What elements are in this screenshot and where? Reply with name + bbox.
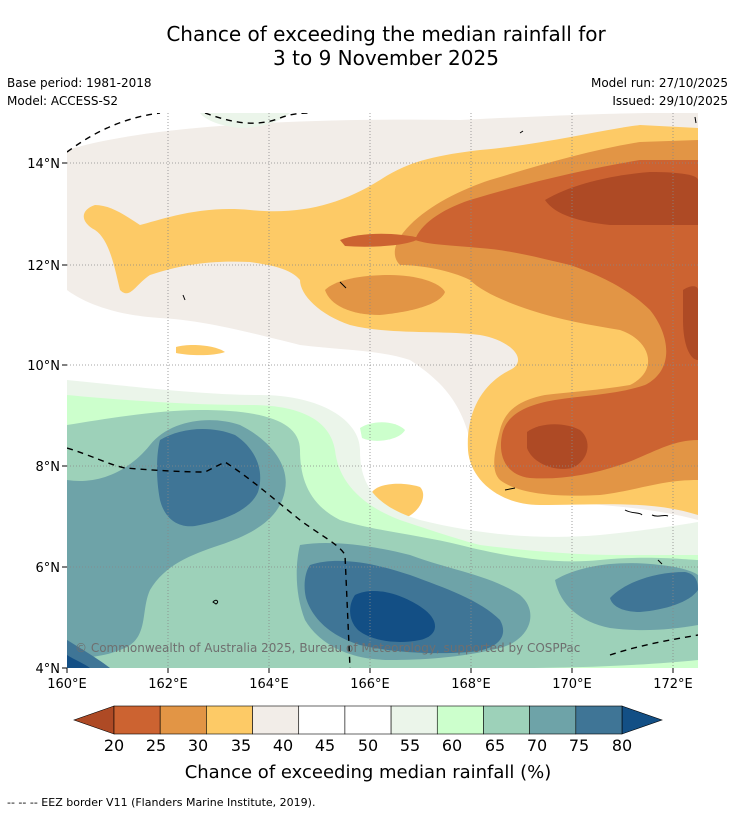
band-60-65-small — [360, 422, 405, 441]
issued-date: Issued: 29/10/2025 — [612, 94, 728, 108]
band-75-80-c — [610, 572, 698, 612]
colorbar-segment — [159, 705, 207, 735]
colorbar-high-extend — [621, 705, 663, 735]
colorbar-segment — [390, 705, 438, 735]
colorbar-tick: 65 — [484, 736, 506, 755]
title-line-2: 3 to 9 November 2025 — [273, 46, 499, 70]
islands — [182, 116, 697, 605]
lon-label-162e: 162°E — [148, 677, 188, 692]
band-75-80 — [157, 428, 261, 527]
eez-legend-note: -- -- -- EEZ border V11 (Flanders Marine… — [7, 796, 316, 809]
band-20-25-c — [527, 424, 588, 469]
colorbar-tick: 70 — [526, 736, 548, 755]
band-20-25 — [545, 172, 698, 225]
band-30-35-small — [325, 275, 445, 315]
colorbar-segment — [344, 705, 392, 735]
colorbar-segment — [575, 705, 623, 735]
base-period: Base period: 1981-2018 — [7, 76, 152, 90]
colorbar-tick: 25 — [145, 736, 167, 755]
colorbar-segment — [436, 705, 484, 735]
lat-label-10n: 10°N — [27, 359, 60, 374]
meta-right: Model run: 27/10/2025 Issued: 29/10/2025 — [591, 74, 728, 110]
colorbar-tick: 50 — [357, 736, 379, 755]
lat-label-14n: 14°N — [27, 157, 60, 172]
colorbar-tick: 55 — [399, 736, 421, 755]
band-55-60-top — [200, 113, 290, 128]
colorbar-segment — [252, 705, 300, 735]
colorbar — [73, 705, 663, 735]
colorbar-segment — [483, 705, 530, 735]
band-above-80 — [350, 590, 436, 642]
lat-label-4n: 4°N — [36, 662, 61, 677]
colorbar-segment — [113, 705, 161, 735]
meta-left: Base period: 1981-2018 Model: ACCESS-S2 — [7, 74, 152, 110]
map-plot-area — [67, 113, 698, 668]
lat-label-8n: 8°N — [36, 460, 61, 475]
colorbar-tick: 35 — [230, 736, 252, 755]
lon-label-160e: 160°E — [47, 677, 87, 692]
colorbar-title: Chance of exceeding median rainfall (%) — [184, 762, 552, 783]
lat-label-12n: 12°N — [27, 259, 60, 274]
lon-label-170e: 170°E — [552, 677, 592, 692]
colorbar-tick: 30 — [187, 736, 209, 755]
colorbar-tick: 75 — [568, 736, 590, 755]
lon-label-166e: 166°E — [350, 677, 390, 692]
band-20-25-b — [683, 286, 698, 360]
colorbar-tick: 40 — [272, 736, 294, 755]
band-25-30-small — [340, 233, 420, 247]
tick-marks — [62, 162, 674, 673]
lat-label-6n: 6°N — [36, 561, 61, 576]
gridlines — [67, 113, 698, 668]
colorbar-segment — [529, 705, 577, 735]
colorbar-tick: 20 — [103, 736, 125, 755]
title-line-1: Chance of exceeding the median rainfall … — [166, 22, 606, 46]
copyright-notice: © Commonwealth of Australia 2025, Bureau… — [75, 641, 581, 655]
chart-title: Chance of exceeding the median rainfall … — [0, 22, 736, 70]
lon-label-172e: 172°E — [653, 677, 693, 692]
band-25-30 — [415, 160, 698, 479]
band-above-80-b — [67, 655, 90, 668]
colorbar-segment — [206, 705, 253, 735]
eez-border — [67, 113, 698, 668]
colorbar-tick: 60 — [441, 736, 463, 755]
model-run: Model run: 27/10/2025 — [590, 76, 728, 90]
colorbar-segment — [298, 705, 346, 735]
colorbar-tick: 45 — [314, 736, 336, 755]
band-35-40-small-2 — [176, 344, 225, 356]
colorbar-tick: 80 — [611, 736, 633, 755]
lon-label-164e: 164°E — [249, 677, 289, 692]
lon-label-168e: 168°E — [451, 677, 491, 692]
colorbar-low-extend — [73, 705, 115, 735]
model-name: Model: ACCESS-S2 — [7, 94, 119, 108]
